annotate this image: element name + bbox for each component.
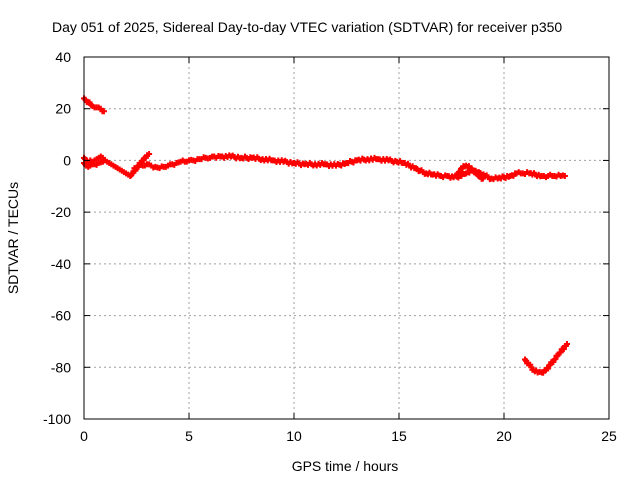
x-tick-label: 10 (286, 428, 302, 444)
y-tick-label: -20 (51, 204, 71, 220)
y-tick-label: -40 (51, 256, 71, 272)
x-tick-label: 15 (391, 428, 407, 444)
x-tick-label: 5 (185, 428, 193, 444)
grid (84, 57, 609, 419)
x-tick-label: 20 (496, 428, 512, 444)
series-arc-5 (454, 162, 486, 182)
series-markers (522, 341, 570, 376)
series-arc-6 (522, 341, 570, 376)
plot-frame (83, 56, 610, 420)
y-axis-label: SDTVAR / TECUs (5, 182, 21, 294)
x-tick-label: 25 (601, 428, 617, 444)
ticks: 0 5 10 15 20 25 -100 -80 -60 -40 -20 0 20 40 (43, 49, 617, 444)
y-tick-label: -80 (51, 359, 71, 375)
y-tick-label: 40 (55, 49, 71, 65)
series (81, 95, 570, 376)
y-tick-label: -100 (43, 411, 71, 427)
y-tick-label: 20 (55, 101, 71, 117)
chart-title: Day 051 of 2025, Sidereal Day-to-day VTE… (52, 19, 562, 35)
x-tick-label: 0 (80, 428, 88, 444)
y-tick-label: 0 (63, 152, 71, 168)
series-markers (454, 162, 486, 182)
y-tick-label: -60 (51, 308, 71, 324)
x-axis-label: GPS time / hours (292, 458, 399, 474)
